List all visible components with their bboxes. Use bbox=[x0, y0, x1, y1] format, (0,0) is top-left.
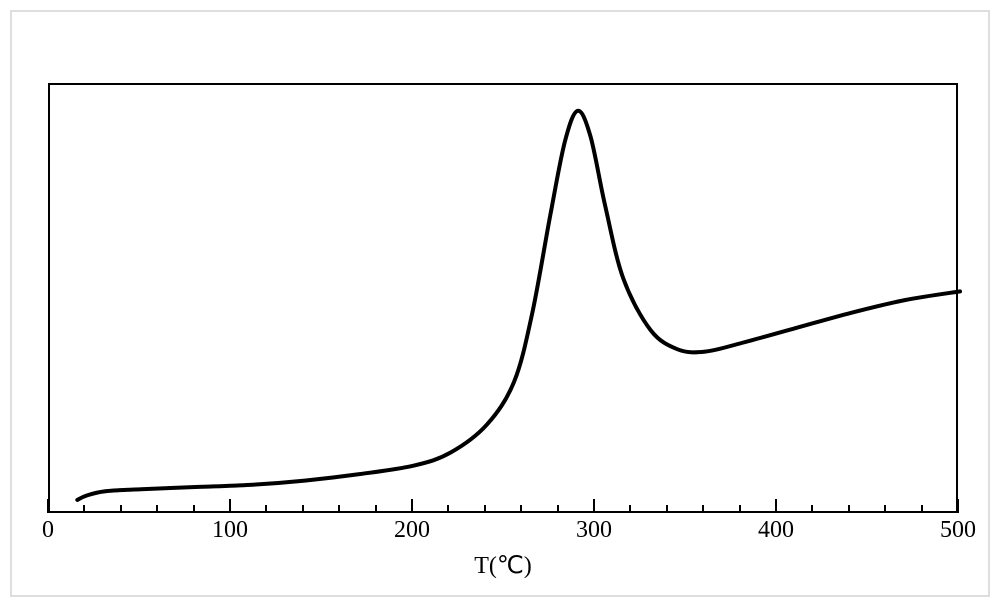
minor-tick bbox=[702, 505, 704, 513]
tick-label: 0 bbox=[42, 517, 54, 544]
major-tick bbox=[593, 499, 595, 513]
minor-tick bbox=[848, 505, 850, 513]
minor-tick bbox=[921, 505, 923, 513]
major-tick bbox=[229, 499, 231, 513]
major-tick bbox=[411, 499, 413, 513]
minor-tick bbox=[739, 505, 741, 513]
tick-label: 300 bbox=[576, 517, 612, 544]
minor-tick bbox=[156, 505, 158, 513]
minor-tick bbox=[265, 505, 267, 513]
x-axis-label: T(℃) bbox=[474, 551, 532, 580]
minor-tick bbox=[447, 505, 449, 513]
minor-tick bbox=[375, 505, 377, 513]
major-tick bbox=[957, 499, 959, 513]
major-tick bbox=[47, 499, 49, 513]
minor-tick bbox=[338, 505, 340, 513]
tick-label: 100 bbox=[212, 517, 248, 544]
curve-svg bbox=[50, 85, 960, 515]
minor-tick bbox=[884, 505, 886, 513]
tick-label: 500 bbox=[940, 517, 976, 544]
minor-tick bbox=[83, 505, 85, 513]
thermal-curve bbox=[77, 111, 960, 500]
minor-tick bbox=[520, 505, 522, 513]
minor-tick bbox=[557, 505, 559, 513]
major-tick bbox=[775, 499, 777, 513]
minor-tick bbox=[120, 505, 122, 513]
minor-tick bbox=[629, 505, 631, 513]
plot-area bbox=[48, 83, 958, 513]
minor-tick bbox=[666, 505, 668, 513]
tick-label: 400 bbox=[758, 517, 794, 544]
minor-tick bbox=[484, 505, 486, 513]
minor-tick bbox=[302, 505, 304, 513]
minor-tick bbox=[811, 505, 813, 513]
tick-label: 200 bbox=[394, 517, 430, 544]
minor-tick bbox=[193, 505, 195, 513]
